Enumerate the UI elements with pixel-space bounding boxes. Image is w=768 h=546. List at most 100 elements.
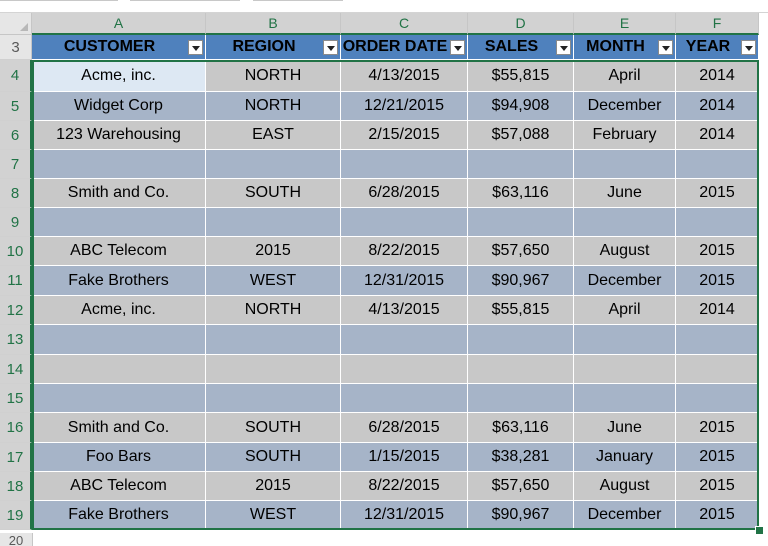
cell-c4[interactable]: 4/13/2015: [341, 60, 468, 92]
cell-b13[interactable]: [206, 325, 341, 355]
cell-b16[interactable]: SOUTH: [206, 413, 341, 443]
cell-e5[interactable]: December: [574, 92, 676, 121]
table-header-month[interactable]: MONTH: [574, 35, 676, 59]
cell-e15[interactable]: [574, 384, 676, 413]
cell-a8[interactable]: Smith and Co.: [32, 179, 206, 208]
cell-f8[interactable]: 2015: [676, 179, 759, 208]
cell-c18[interactable]: 8/22/2015: [341, 472, 468, 501]
cell-c19[interactable]: 12/31/2015: [341, 501, 468, 530]
cell-f19[interactable]: 2015: [676, 501, 759, 530]
cell-e4[interactable]: April: [574, 60, 676, 92]
cell-a11[interactable]: Fake Brothers: [32, 266, 206, 296]
cell-c12[interactable]: 4/13/2015: [341, 296, 468, 325]
cell-a16[interactable]: Smith and Co.: [32, 413, 206, 443]
cell-d13[interactable]: [468, 325, 574, 355]
cell-a19[interactable]: Fake Brothers: [32, 501, 206, 530]
table-header-region[interactable]: REGION: [206, 35, 341, 59]
cell-a6[interactable]: 123 Warehousing: [32, 121, 206, 150]
cell-f7[interactable]: [676, 150, 759, 179]
table-header-order-date[interactable]: ORDER DATE: [341, 35, 468, 59]
cell-b7[interactable]: [206, 150, 341, 179]
cell-e17[interactable]: January: [574, 443, 676, 472]
row-header-15[interactable]: 15: [0, 384, 32, 413]
column-header-f[interactable]: F: [676, 13, 759, 35]
cell-d7[interactable]: [468, 150, 574, 179]
cell-d14[interactable]: [468, 355, 574, 384]
column-header-e[interactable]: E: [574, 13, 676, 35]
cell-b4[interactable]: NORTH: [206, 60, 341, 92]
cell-e8[interactable]: June: [574, 179, 676, 208]
cell-c11[interactable]: 12/31/2015: [341, 266, 468, 296]
cell-b10[interactable]: 2015: [206, 237, 341, 266]
cell-c14[interactable]: [341, 355, 468, 384]
cell-f9[interactable]: [676, 208, 759, 237]
cell-d8[interactable]: $63,116: [468, 179, 574, 208]
cell-a17[interactable]: Foo Bars: [32, 443, 206, 472]
select-all-corner[interactable]: [0, 13, 32, 35]
row-header-6[interactable]: 6: [0, 121, 32, 150]
cell-f6[interactable]: 2014: [676, 121, 759, 150]
row-header-13[interactable]: 13: [0, 325, 32, 355]
cell-d9[interactable]: [468, 208, 574, 237]
cell-c15[interactable]: [341, 384, 468, 413]
fill-handle[interactable]: [755, 526, 764, 535]
cell-c13[interactable]: [341, 325, 468, 355]
cell-a15[interactable]: [32, 384, 206, 413]
cell-f11[interactable]: 2015: [676, 266, 759, 296]
cell-b6[interactable]: EAST: [206, 121, 341, 150]
cell-c17[interactable]: 1/15/2015: [341, 443, 468, 472]
cell-e12[interactable]: April: [574, 296, 676, 325]
cell-c9[interactable]: [341, 208, 468, 237]
cell-f17[interactable]: 2015: [676, 443, 759, 472]
cell-e16[interactable]: June: [574, 413, 676, 443]
cell-d16[interactable]: $63,116: [468, 413, 574, 443]
cell-a7[interactable]: [32, 150, 206, 179]
cell-f4[interactable]: 2014: [676, 60, 759, 92]
filter-dropdown-icon[interactable]: [323, 40, 338, 55]
cell-a5[interactable]: Widget Corp: [32, 92, 206, 121]
cell-f14[interactable]: [676, 355, 759, 384]
column-header-c[interactable]: C: [341, 13, 468, 35]
cell-b9[interactable]: [206, 208, 341, 237]
column-header-b[interactable]: B: [206, 13, 341, 35]
cell-c6[interactable]: 2/15/2015: [341, 121, 468, 150]
table-header-sales[interactable]: SALES: [468, 35, 574, 59]
row-header-17[interactable]: 17: [0, 443, 32, 472]
column-header-d[interactable]: D: [468, 13, 574, 35]
cell-d12[interactable]: $55,815: [468, 296, 574, 325]
cell-e19[interactable]: December: [574, 501, 676, 530]
cell-e7[interactable]: [574, 150, 676, 179]
cell-f15[interactable]: [676, 384, 759, 413]
row-header-7[interactable]: 7: [0, 150, 32, 179]
filter-dropdown-icon[interactable]: [658, 40, 673, 55]
cell-d10[interactable]: $57,650: [468, 237, 574, 266]
cell-a14[interactable]: [32, 355, 206, 384]
filter-dropdown-icon[interactable]: [556, 40, 571, 55]
cell-e11[interactable]: December: [574, 266, 676, 296]
cell-b18[interactable]: 2015: [206, 472, 341, 501]
cell-d17[interactable]: $38,281: [468, 443, 574, 472]
cell-e13[interactable]: [574, 325, 676, 355]
row-header-11[interactable]: 11: [0, 266, 32, 296]
cell-b11[interactable]: WEST: [206, 266, 341, 296]
cell-b19[interactable]: WEST: [206, 501, 341, 530]
cell-b5[interactable]: NORTH: [206, 92, 341, 121]
cell-b8[interactable]: SOUTH: [206, 179, 341, 208]
row-header-14[interactable]: 14: [0, 355, 32, 384]
cell-e10[interactable]: August: [574, 237, 676, 266]
filter-dropdown-icon[interactable]: [188, 40, 203, 55]
table-header-customer[interactable]: CUSTOMER: [32, 35, 206, 59]
cell-a18[interactable]: ABC Telecom: [32, 472, 206, 501]
cell-e6[interactable]: February: [574, 121, 676, 150]
row-header-9[interactable]: 9: [0, 208, 32, 237]
row-header-8[interactable]: 8: [0, 179, 32, 208]
cell-d4[interactable]: $55,815: [468, 60, 574, 92]
cell-a4[interactable]: Acme, inc.: [32, 60, 206, 92]
row-header-12[interactable]: 12: [0, 296, 32, 325]
cell-c7[interactable]: [341, 150, 468, 179]
cell-a10[interactable]: ABC Telecom: [32, 237, 206, 266]
column-header-a[interactable]: A: [32, 13, 206, 35]
cell-e18[interactable]: August: [574, 472, 676, 501]
cell-b17[interactable]: SOUTH: [206, 443, 341, 472]
cell-c8[interactable]: 6/28/2015: [341, 179, 468, 208]
